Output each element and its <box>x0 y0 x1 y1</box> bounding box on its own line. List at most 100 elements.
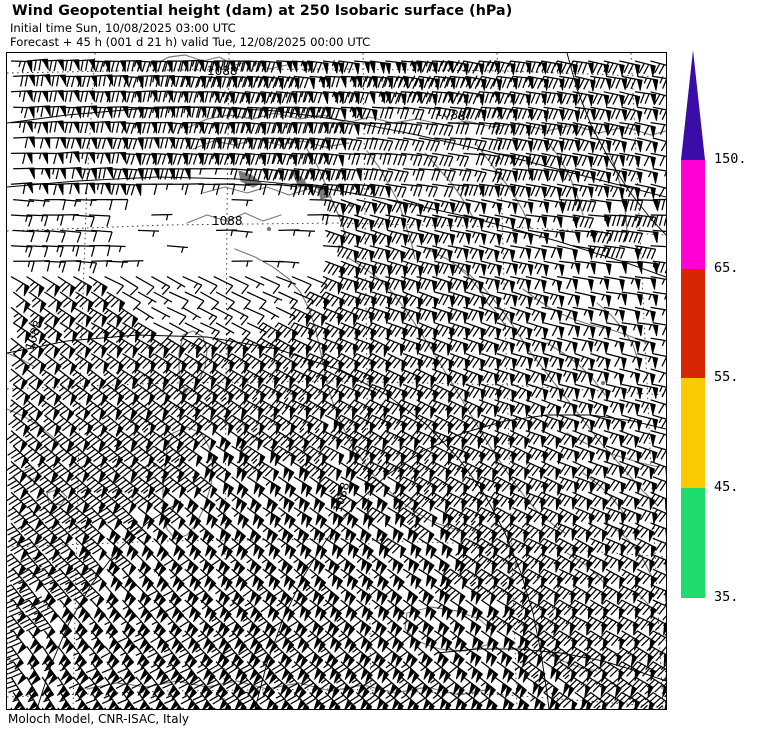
wind-barb <box>69 476 92 493</box>
wind-barb <box>602 568 625 585</box>
wind-barb <box>231 198 253 207</box>
wind-barb <box>274 322 298 338</box>
wind-barb <box>16 611 41 632</box>
wind-barb <box>541 214 563 223</box>
wind-barb <box>455 520 483 539</box>
wind-barb <box>505 537 532 554</box>
wind-barb <box>650 522 666 538</box>
wind-barb <box>244 306 265 325</box>
wind-barb <box>478 183 500 197</box>
wind-barb <box>213 306 233 326</box>
wind-barb <box>512 322 533 337</box>
wind-barb <box>366 645 386 661</box>
wind-barb <box>322 491 342 504</box>
wind-barb <box>598 691 625 708</box>
wind-barb <box>38 507 60 524</box>
colorbar-tick-label: 150. <box>714 151 747 167</box>
colorbar-segment-indigo-arrow[interactable] <box>681 50 705 160</box>
wind-barb <box>517 612 544 631</box>
wind-barb <box>478 676 496 691</box>
wind-barb <box>494 399 515 414</box>
wind-barb <box>9 399 29 416</box>
wind-barb <box>236 428 264 446</box>
wind-barb <box>539 537 563 554</box>
colorbar-swatches[interactable] <box>676 46 710 606</box>
wind-barb <box>424 459 452 477</box>
colorbar-segment-red[interactable] <box>681 269 705 378</box>
wind-barb <box>400 337 422 353</box>
wind-barb <box>231 291 251 310</box>
wind-barb <box>245 168 269 181</box>
wind-barb <box>543 106 565 120</box>
wind-barb <box>50 565 75 586</box>
wind-barb <box>354 60 376 64</box>
wind-barb <box>570 60 594 74</box>
wind-barb <box>539 507 564 523</box>
wind-barb <box>179 614 199 631</box>
colorbar-segment-green[interactable] <box>681 488 705 598</box>
wind-barb <box>590 414 611 429</box>
wind-barb <box>137 507 155 522</box>
wind-barb <box>486 551 514 570</box>
wind-barb <box>572 121 594 136</box>
wind-barb <box>325 198 346 213</box>
wind-barb <box>278 507 296 521</box>
wind-barb <box>356 476 376 488</box>
wind-barb <box>97 504 123 524</box>
wind-barb <box>461 676 481 691</box>
wind-barb <box>36 522 58 540</box>
colorbar-segment-magenta[interactable] <box>681 160 705 269</box>
wind-barb <box>585 522 608 538</box>
wind-barb <box>80 489 106 509</box>
wind-barb <box>525 275 547 290</box>
wind-barb <box>559 383 580 398</box>
wind-barb <box>400 245 422 260</box>
colorbar-segment-yellow[interactable] <box>681 378 705 488</box>
wind-barb <box>160 504 186 524</box>
wind-barb <box>449 353 470 368</box>
wind-barb <box>42 59 64 72</box>
wind-barb <box>400 276 422 291</box>
wind-barb <box>603 275 625 282</box>
wind-barb <box>650 368 666 383</box>
wind-barb <box>416 214 438 228</box>
wind-barb <box>88 337 108 354</box>
wind-barb <box>10 214 33 227</box>
wind-barb <box>553 553 576 570</box>
wind-barb <box>650 553 666 569</box>
wind-barb <box>23 460 42 478</box>
wind-barb <box>208 353 235 369</box>
wind-barb <box>104 276 124 295</box>
wind-barb <box>115 676 135 694</box>
wind-barb <box>275 491 295 504</box>
map-plot-area[interactable]: 1088 1088 1088 1088 1088 <box>6 52 667 710</box>
wind-barb <box>541 399 562 415</box>
wind-barb <box>113 504 138 524</box>
wind-barb <box>574 260 596 269</box>
wind-barb <box>430 383 454 400</box>
wind-barb <box>44 260 66 273</box>
wind-barb <box>490 522 513 539</box>
wind-barb <box>215 507 233 522</box>
wind-barb <box>184 537 202 553</box>
wind-barb <box>621 383 643 398</box>
wind-barb <box>290 353 314 369</box>
wind-barb <box>79 519 105 540</box>
wind-barb <box>480 630 499 644</box>
wind-barb <box>616 614 639 631</box>
wind-barb <box>603 91 625 105</box>
wind-barb <box>634 183 656 198</box>
wind-barb <box>368 353 392 369</box>
wind-barb <box>387 229 409 244</box>
wind-barb <box>275 460 295 474</box>
wind-barb <box>22 507 44 524</box>
wind-barb <box>48 522 73 540</box>
wind-barb <box>159 676 181 694</box>
wind-barb <box>184 322 204 336</box>
wind-barb <box>176 443 203 462</box>
wind-speed-colorbar[interactable]: 150. 65. 55. 45. 35. <box>676 46 760 616</box>
wind-barb <box>449 260 471 275</box>
wind-barb <box>150 614 166 632</box>
wind-barb <box>525 460 546 477</box>
wind-barb <box>10 276 30 292</box>
